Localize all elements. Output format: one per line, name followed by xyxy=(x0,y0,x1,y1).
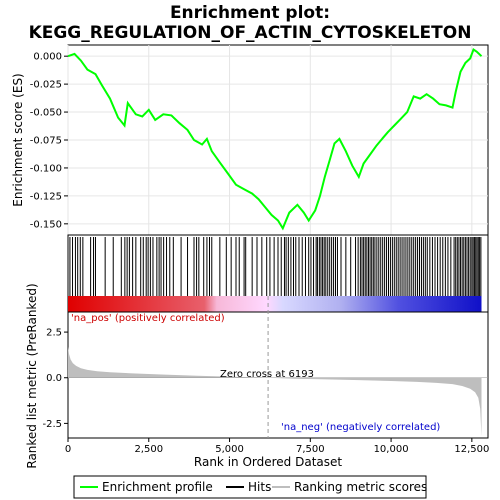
es-ytick-label: 0.000 xyxy=(33,52,62,63)
es-panel: 0.000 -0.025 -0.050 -0.075 -0.100 -0.125 -0.15… xyxy=(11,44,489,236)
negative-correlation-label: 'na_neg' (negatively correlated) xyxy=(281,422,440,433)
xtick-label: 12,500 xyxy=(454,444,489,455)
hit-lines xyxy=(69,237,482,296)
xtick-label: 5,000 xyxy=(215,444,244,455)
es-ytick-label: -0.125 xyxy=(30,191,62,202)
es-grid xyxy=(67,45,488,235)
metric-ytick-label: 2.5 xyxy=(46,328,62,339)
ranking-color-bar xyxy=(68,296,482,312)
es-y-axis-label: Enrichment score (ES) xyxy=(11,73,25,206)
xtick-label: 10,000 xyxy=(374,444,409,455)
es-ytick-label: -0.050 xyxy=(30,108,62,119)
es-ytick-label: -0.075 xyxy=(30,136,62,147)
chart-title-line1: Enrichment plot: xyxy=(170,3,330,23)
es-ytick-label: -0.150 xyxy=(30,219,62,230)
legend-enrichment-label: Enrichment profile xyxy=(102,480,213,494)
metric-y-axis: 2.5 0.0 -2.5 xyxy=(42,328,68,430)
positive-correlation-label: 'na_pos' (positively correlated) xyxy=(71,313,225,324)
x-axis-label: Rank in Ordered Dataset xyxy=(194,455,342,469)
xtick-label: 0 xyxy=(65,444,71,455)
enrichment-profile-line xyxy=(67,47,483,231)
metric-y-axis-label: Ranked list metric (PreRanked) xyxy=(25,283,39,468)
xtick-label: 7,500 xyxy=(296,444,325,455)
metric-panel: 2.5 0.0 -2.5 'na_pos' (positively correlat… xyxy=(25,283,489,469)
xtick-label: 2,500 xyxy=(134,444,163,455)
legend-metric-label: Ranking metric scores xyxy=(294,480,427,494)
chart-title-line2: KEGG_REGULATION_OF_ACTIN_CYTOSKELETON xyxy=(29,23,472,43)
legend-hits-label: Hits xyxy=(248,480,271,494)
legend-frame xyxy=(73,475,427,499)
metric-ytick-label: -2.5 xyxy=(42,419,62,430)
es-ytick-label: -0.025 xyxy=(30,80,62,91)
legend: Enrichment profile Hits Ranking metric s… xyxy=(73,475,427,499)
es-y-axis: 0.000 -0.025 -0.050 -0.075 -0.100 -0.125 -0.15… xyxy=(30,52,68,230)
zero-cross-label: Zero cross at 6193 xyxy=(220,369,314,380)
metric-ytick-label: 0.0 xyxy=(46,373,62,384)
hits-panel xyxy=(67,234,489,313)
es-ytick-label: -0.100 xyxy=(30,163,62,174)
x-axis: 0 2,500 5,000 7,500 10,000 12,500 xyxy=(65,438,489,455)
